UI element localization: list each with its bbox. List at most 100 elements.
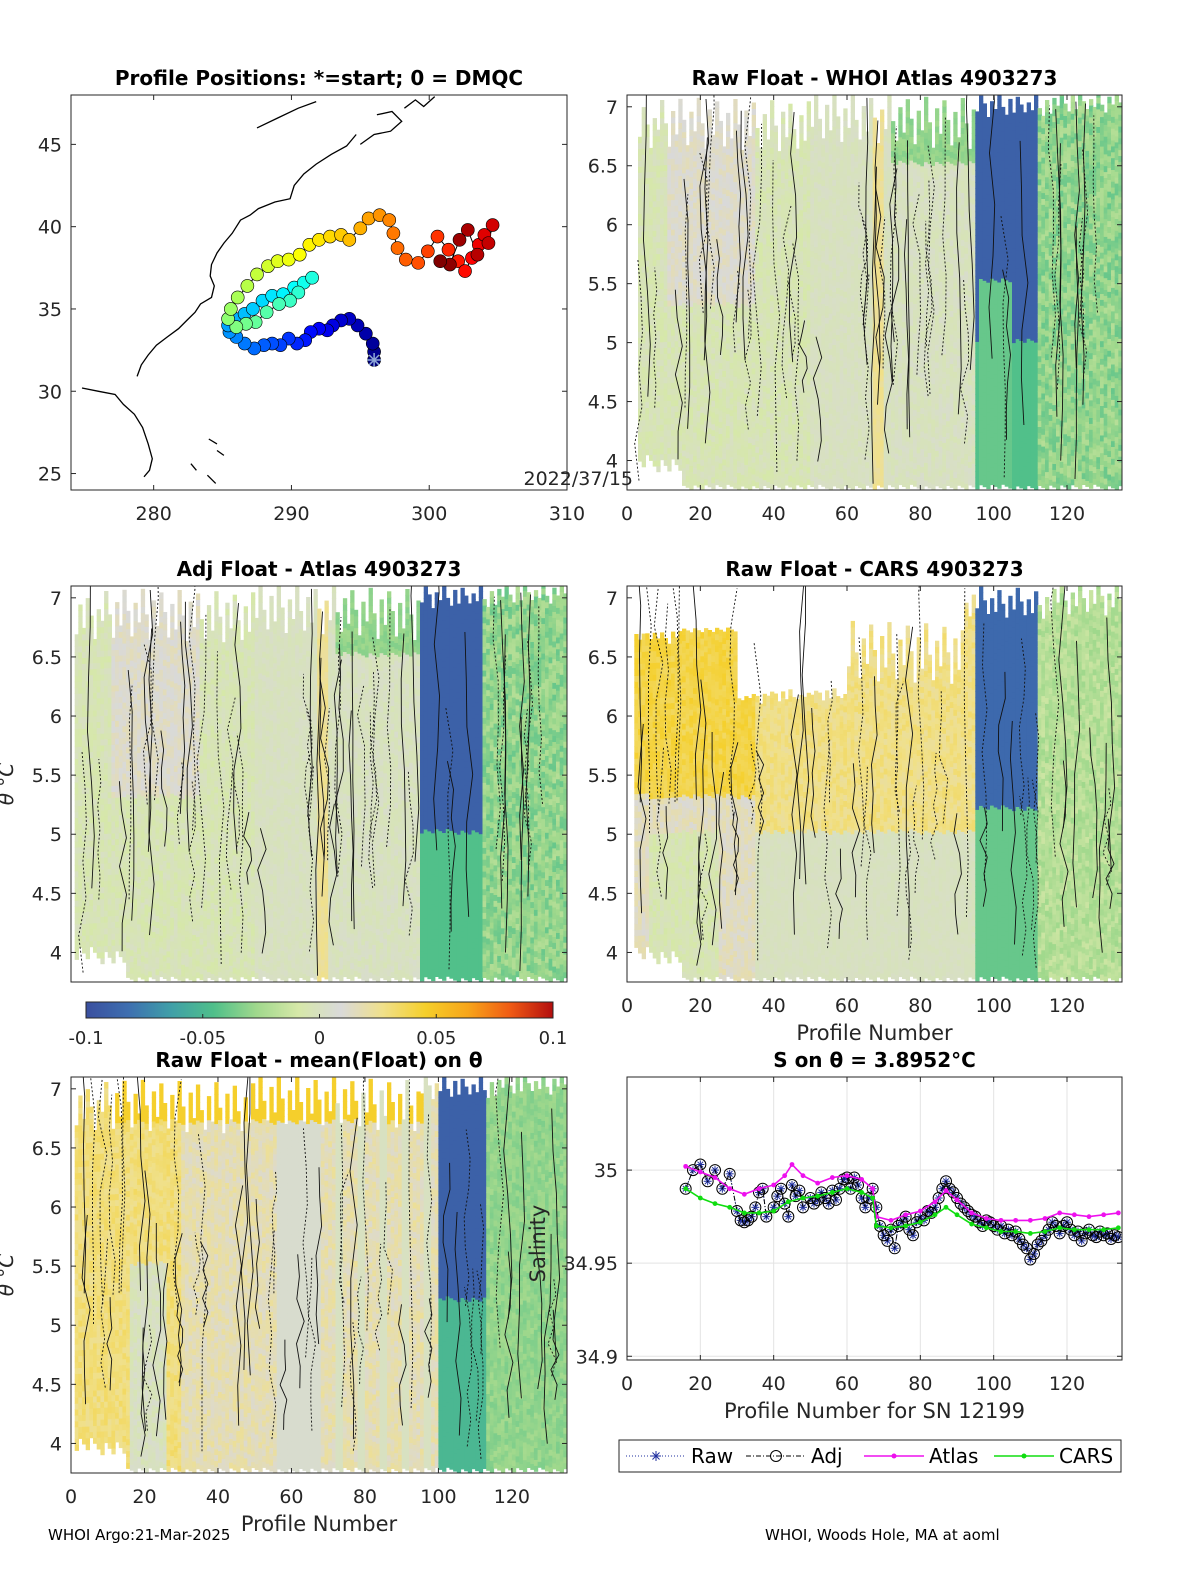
- heatmap-cell: [821, 250, 826, 257]
- heatmap-cell: [847, 175, 852, 182]
- heatmap-cell: [663, 424, 668, 431]
- heatmap-cell: [916, 458, 921, 465]
- heatmap-cell: [913, 450, 918, 458]
- heatmap-cell: [766, 422, 771, 429]
- heatmap-cell: [689, 324, 694, 331]
- heatmap-cell: [671, 394, 676, 401]
- heatmap-cell: [777, 451, 782, 459]
- heatmap-cell: [671, 447, 676, 454]
- heatmap-cell: [737, 348, 742, 355]
- heatmap-cell: [781, 282, 786, 290]
- heatmap-cell: [722, 193, 727, 201]
- heatmap-cell: [887, 360, 892, 368]
- heatmap-cell: [744, 116, 749, 123]
- heatmap-cell: [707, 197, 712, 205]
- heatmap-cell: [832, 444, 837, 452]
- heatmap-cell: [828, 136, 833, 143]
- heatmap-cell: [762, 344, 767, 351]
- heatmap-cell: [843, 190, 848, 198]
- heatmap-cell: [722, 311, 727, 318]
- heatmap-cell: [861, 265, 866, 272]
- heatmap-cell: [663, 329, 668, 337]
- heatmap-cell: [825, 417, 830, 424]
- heatmap-cell: [770, 224, 775, 231]
- heatmap-cell: [905, 429, 910, 436]
- heatmap-cell: [806, 313, 811, 321]
- heatmap-cell: [825, 352, 830, 359]
- heatmap-cell: [740, 256, 745, 263]
- heatmap-cell: [792, 129, 797, 136]
- heatmap-cell: [693, 325, 698, 333]
- heatmap-cell: [850, 294, 855, 302]
- heatmap-cell: [839, 324, 844, 332]
- heatmap-cell: [891, 474, 896, 482]
- heatmap-cell: [847, 298, 852, 306]
- heatmap-cell: [762, 249, 767, 257]
- heatmap-cell: [660, 453, 665, 461]
- heatmap-cell: [733, 181, 738, 188]
- heatmap-cell: [700, 229, 705, 236]
- heatmap-cell: [682, 225, 687, 233]
- heatmap-cell: [788, 351, 793, 358]
- heatmap-cell: [781, 223, 786, 231]
- heatmap-cell: [781, 200, 786, 207]
- heatmap-cell: [726, 395, 731, 403]
- heatmap-cell: [645, 342, 650, 350]
- heatmap-cell: [847, 139, 852, 147]
- heatmap-cell: [825, 228, 830, 236]
- heatmap-cell: [685, 304, 690, 311]
- heatmap-cell: [722, 399, 727, 407]
- heatmap-cell: [799, 262, 804, 270]
- heatmap-cell: [839, 318, 844, 326]
- heatmap-cell: [913, 156, 918, 163]
- heatmap-cell: [652, 159, 657, 166]
- heatmap-cell: [678, 387, 683, 395]
- heatmap-cell: [909, 171, 914, 179]
- heatmap-cell: [674, 370, 679, 377]
- heatmap-cell: [696, 198, 701, 205]
- heatmap-cell: [865, 414, 870, 421]
- heatmap-cell: [799, 480, 804, 488]
- heatmap-cell: [726, 148, 731, 155]
- heatmap-cell: [803, 417, 808, 425]
- heatmap-cell: [744, 293, 749, 300]
- heatmap-cell: [671, 364, 676, 371]
- heatmap-cell: [781, 353, 786, 360]
- heatmap-cell: [847, 275, 852, 282]
- heatmap-cell: [810, 456, 815, 464]
- heatmap-cell: [924, 114, 929, 121]
- heatmap-cell: [828, 419, 833, 426]
- heatmap-cell: [726, 360, 731, 367]
- heatmap-cell: [865, 402, 870, 410]
- heatmap-cell: [806, 460, 811, 468]
- heatmap-cell: [781, 241, 786, 248]
- heatmap-cell: [685, 451, 690, 459]
- heatmap-cell: [645, 165, 650, 173]
- heatmap-cell: [729, 150, 734, 157]
- heatmap-cell: [887, 154, 892, 162]
- heatmap-cell: [799, 191, 804, 199]
- heatmap-cell: [755, 293, 760, 300]
- heatmap-cell: [876, 479, 881, 486]
- heatmap-cell: [689, 365, 694, 372]
- heatmap-cell: [902, 168, 907, 175]
- heatmap-cell: [854, 444, 859, 451]
- heatmap-cell: [898, 343, 903, 350]
- heatmap-cell: [704, 361, 709, 368]
- heatmap-cell: [836, 293, 841, 300]
- heatmap-cell: [726, 313, 731, 320]
- heatmap-cell: [850, 412, 855, 420]
- heatmap-cell: [839, 218, 844, 225]
- heatmap-cell: [806, 372, 811, 379]
- heatmap-cell: [718, 421, 723, 429]
- heatmap-cell: [766, 322, 771, 329]
- heatmap-cell: [751, 409, 756, 416]
- heatmap-cell: [880, 368, 885, 376]
- heatmap-cell: [656, 206, 661, 213]
- heatmap-cell: [737, 330, 742, 338]
- heatmap-cell: [762, 120, 767, 127]
- heatmap-cell: [788, 357, 793, 364]
- heatmap-cell: [674, 323, 679, 330]
- heatmap-cell: [700, 329, 705, 337]
- heatmap-cell: [685, 440, 690, 447]
